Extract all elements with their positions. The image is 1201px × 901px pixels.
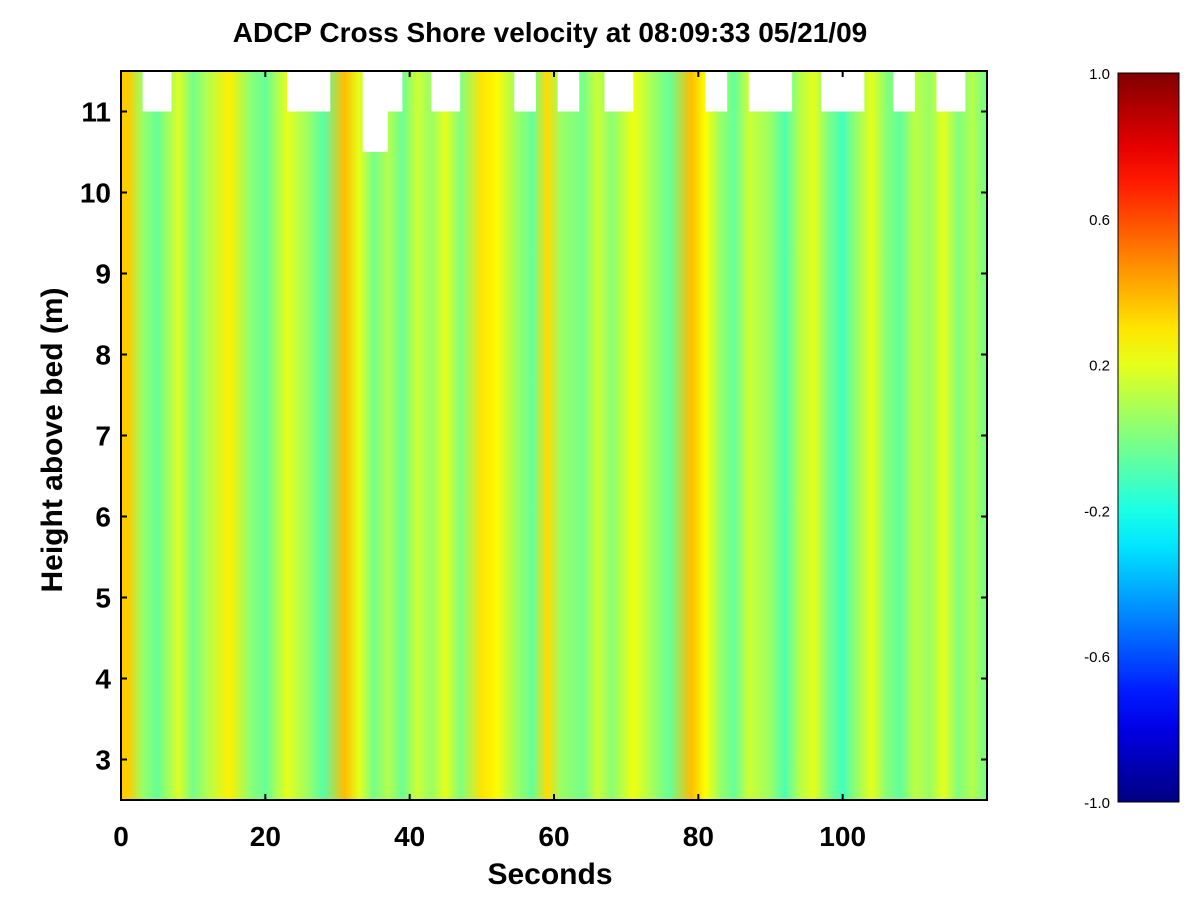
x-tick-label: 0	[113, 821, 129, 852]
velocity-field	[121, 71, 987, 800]
missing-data-block	[604, 71, 634, 112]
colorbar-tick-label: 1.0	[1089, 66, 1110, 83]
y-tick-label: 11	[81, 97, 111, 128]
x-axis-ticks: 0 20 40 60 80 100	[113, 71, 866, 852]
chart-title: ADCP Cross Shore velocity at 08:09:33 05…	[233, 17, 867, 48]
x-tick-label: 80	[683, 821, 714, 852]
colorbar-tick-label: 0.6	[1089, 212, 1110, 229]
y-tick-label: 4	[95, 664, 111, 695]
y-tick-label: 8	[95, 340, 111, 371]
x-tick-label: 20	[250, 821, 281, 852]
colorbar-tick-label: -0.2	[1084, 503, 1110, 520]
colorbar	[1117, 72, 1180, 803]
missing-data-block	[431, 71, 461, 112]
x-axis-label: Seconds	[487, 858, 612, 891]
missing-data-block	[286, 71, 331, 112]
missing-data-block	[142, 71, 172, 112]
y-tick-label: 6	[95, 502, 111, 533]
x-tick-label: 100	[819, 821, 866, 852]
colorbar-tick-label: 0.2	[1089, 358, 1110, 375]
y-axis-ticks: 3 4 5 6 7 8 9 10 11	[80, 97, 987, 776]
y-tick-label: 7	[95, 421, 111, 452]
y-axis-label: Height above bed (m)	[36, 287, 69, 592]
colorbar-tick-label: -0.6	[1084, 649, 1110, 666]
x-tick-label: 60	[538, 821, 569, 852]
colorbar-tick-label: -1.0	[1084, 795, 1110, 812]
missing-data-block	[748, 71, 793, 112]
y-tick-label: 3	[95, 745, 111, 776]
y-tick-label: 9	[95, 259, 111, 290]
colorbar-ticks: 1.0 0.6 0.2 -0.2 -0.6 -1.0	[1084, 66, 1110, 812]
missing-data-block	[705, 71, 728, 112]
x-tick-label: 40	[394, 821, 425, 852]
missing-data-block	[557, 71, 580, 112]
y-tick-label: 10	[80, 178, 111, 209]
missing-data-block	[821, 71, 865, 112]
missing-data-block	[514, 71, 536, 112]
y-tick-label: 5	[95, 583, 111, 614]
missing-data-layer	[142, 71, 966, 152]
missing-data-block	[893, 71, 915, 112]
missing-data-block	[388, 71, 403, 112]
missing-data-block	[936, 71, 966, 112]
plot-area	[121, 71, 987, 800]
missing-data-block	[362, 71, 389, 152]
